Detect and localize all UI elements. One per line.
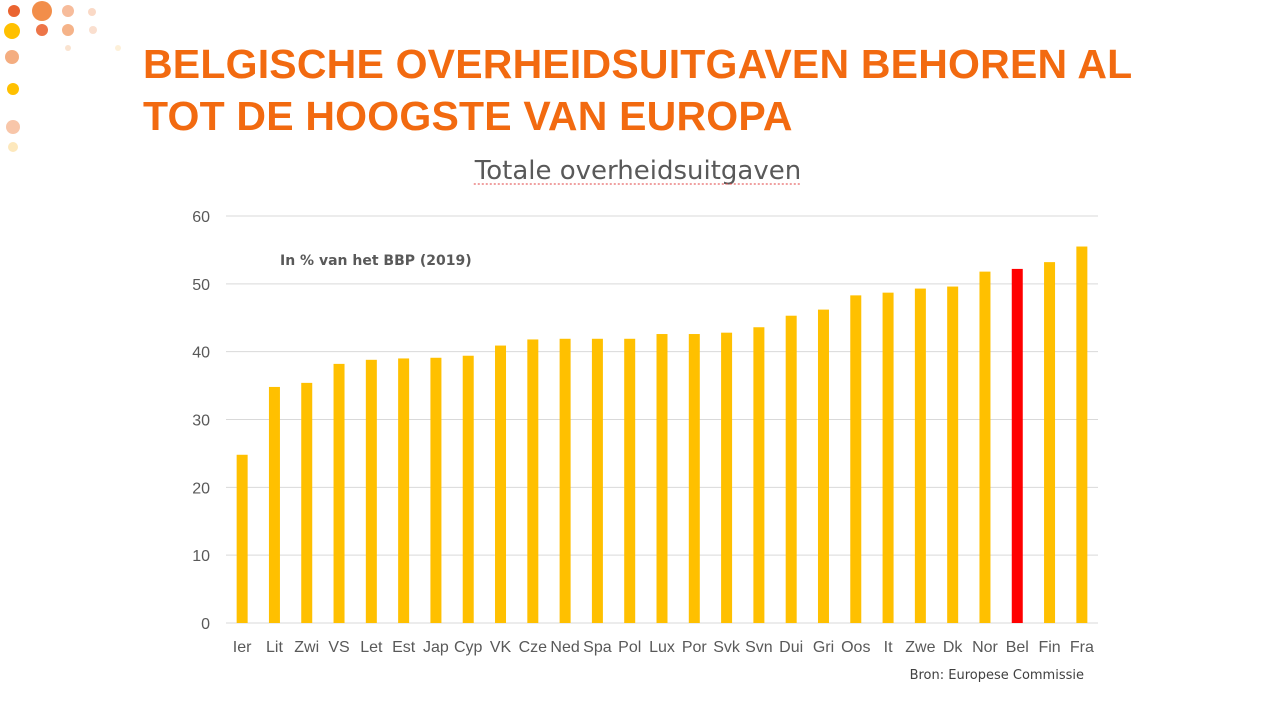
bar-nor <box>979 271 991 623</box>
bar-dk <box>947 286 959 623</box>
bar-zwe <box>914 288 926 623</box>
bar-jap <box>430 357 442 623</box>
x-tick-label: Fra <box>1070 639 1094 656</box>
x-tick-label: Fin <box>1038 639 1060 656</box>
chart-subtitle: In % van het BBP (2019) <box>280 253 472 269</box>
bar-pol <box>624 338 636 623</box>
decorative-dots <box>4 1 121 152</box>
bar-fra <box>1076 246 1088 623</box>
slide-title: BELGISCHE OVERHEIDSUITGAVEN BEHOREN AL T… <box>143 38 1253 142</box>
x-tick-label: Nor <box>972 639 998 656</box>
decor-dot <box>88 8 96 16</box>
y-tick-label: 10 <box>192 548 210 565</box>
decor-dot <box>6 120 20 134</box>
x-tick-label: It <box>884 639 893 656</box>
x-axis-labels: Ier Lit Zwi VS Let Est Jap Cyp VK Cze Ned Spa Pol Lux… <box>233 639 1094 656</box>
x-tick-label: Cze <box>519 639 548 656</box>
x-tick-label: Bel <box>1006 639 1029 656</box>
x-tick-label: Zwe <box>905 639 935 656</box>
slide-title-line-1: BELGISCHE OVERHEIDSUITGAVEN BEHOREN AL <box>143 41 1133 87</box>
bar-dui <box>785 315 797 623</box>
bar-zwi <box>301 382 313 623</box>
x-tick-label: Pol <box>618 639 641 656</box>
bar-svn <box>753 327 765 623</box>
decor-dot <box>62 24 74 36</box>
decor-dot <box>62 5 74 17</box>
x-tick-label: Spa <box>583 639 612 656</box>
x-tick-label: VS <box>328 639 349 656</box>
bar-fin <box>1044 262 1056 623</box>
x-tick-label: Dui <box>779 639 803 656</box>
x-tick-label: Svn <box>745 639 773 656</box>
x-tick-label: Gri <box>813 639 834 656</box>
x-tick-label: Oos <box>841 639 870 656</box>
bar-cze <box>527 339 539 623</box>
x-tick-label: Lit <box>266 639 283 656</box>
decor-dot <box>4 23 20 39</box>
x-tick-label: Est <box>392 639 416 656</box>
bar-ier <box>236 454 248 623</box>
x-tick-label: Por <box>682 639 708 656</box>
bar-let <box>365 359 377 623</box>
bar-oos <box>850 295 862 623</box>
bar-vk <box>495 345 507 623</box>
bar-lit <box>268 386 280 623</box>
decor-dot <box>5 50 19 64</box>
bar-cyp <box>462 355 474 623</box>
bar-lux <box>656 334 668 623</box>
bar-bel <box>1011 268 1023 623</box>
decor-dot <box>65 45 71 51</box>
bar-gri <box>817 309 829 623</box>
y-tick-label: 0 <box>201 616 210 633</box>
x-tick-label: VK <box>490 639 512 656</box>
bar-ned <box>559 338 571 623</box>
bar-vs <box>333 363 345 623</box>
y-tick-label: 20 <box>192 480 210 497</box>
decor-dot <box>36 24 48 36</box>
x-tick-label: Svk <box>713 639 741 656</box>
x-tick-label: Let <box>360 639 383 656</box>
bar-est <box>398 358 410 623</box>
slide-title-line-2: TOT DE HOOGSTE VAN EUROPA <box>143 93 793 139</box>
x-tick-label: Jap <box>423 639 449 656</box>
y-tick-label: 50 <box>192 277 210 294</box>
y-tick-label: 60 <box>192 209 210 226</box>
y-tick-label: 40 <box>192 345 210 362</box>
decor-dot <box>8 142 18 152</box>
bar-por <box>688 334 700 623</box>
decor-dot <box>89 26 97 34</box>
bars <box>236 246 1088 623</box>
x-tick-label: Cyp <box>454 639 483 656</box>
x-tick-label: Dk <box>943 639 964 656</box>
bar-it <box>882 292 894 623</box>
chart-source: Bron: Europese Commissie <box>910 668 1084 683</box>
chart-title: Totale overheidsuitgaven <box>474 156 801 186</box>
x-tick-label: Ier <box>233 639 252 656</box>
decor-dot <box>7 83 19 95</box>
x-tick-label: Ned <box>550 639 579 656</box>
y-axis-labels: 0 10 20 30 40 50 60 <box>192 209 210 633</box>
decor-dot <box>8 5 20 17</box>
x-tick-label: Lux <box>649 639 675 656</box>
bar-svk <box>721 332 733 623</box>
bar-spa <box>591 338 603 623</box>
decor-dot <box>115 45 121 51</box>
x-tick-label: Zwi <box>294 639 319 656</box>
y-tick-label: 30 <box>192 413 210 430</box>
decor-dot <box>32 1 52 21</box>
